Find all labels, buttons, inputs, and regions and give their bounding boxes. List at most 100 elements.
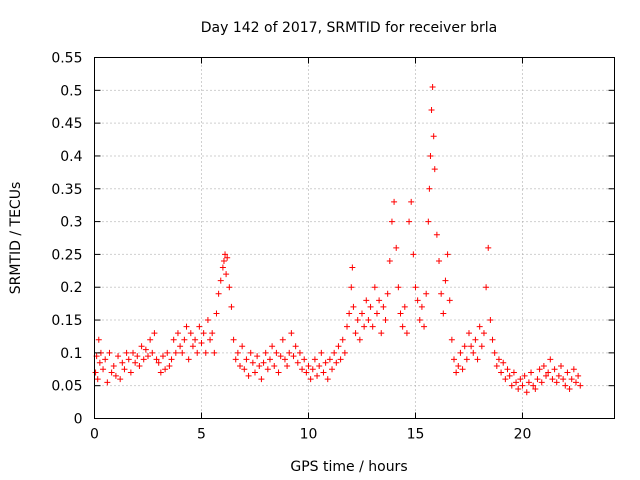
data-point [127,369,134,376]
data-point [95,336,102,343]
data-point [303,369,310,376]
data-point [329,366,336,373]
data-point [399,323,406,330]
data-point [425,218,432,225]
data-point [339,336,346,343]
data-point [403,330,410,337]
data-point [181,336,188,343]
data-point [517,376,524,383]
data-point [463,356,470,363]
data-point [502,376,509,383]
data-point [204,317,211,324]
data-point [102,356,109,363]
data-point [243,356,250,363]
data-point [426,185,433,192]
data-point [262,349,269,356]
x-axis-label: GPS time / hours [290,459,407,475]
data-point [384,290,391,297]
data-point [94,376,101,383]
data-point [476,323,483,330]
chart-title: Day 142 of 2017, SRMTID for receiver brl… [201,20,498,36]
data-point [532,385,539,392]
data-point [459,366,466,373]
data-point [134,353,141,360]
data-point [183,323,190,330]
data-point [572,379,579,386]
data-point [369,323,376,330]
data-point [314,372,321,379]
data-point [222,251,229,258]
data-point [506,372,513,379]
y-tick-label: 0.4 [60,149,82,165]
plot-frame [94,57,615,419]
data-point [211,349,218,356]
data-point [478,343,485,350]
data-point [570,366,577,373]
data-point [189,343,196,350]
data-point [138,343,145,350]
data-point [540,362,547,369]
data-point [200,330,207,337]
data-point [92,369,99,376]
y-tick-label: 0.35 [51,182,82,198]
data-point [485,244,492,251]
data-point [431,166,438,173]
data-point [196,323,203,330]
data-point [254,353,261,360]
data-point [395,284,402,291]
data-point [564,369,571,376]
data-point [187,330,194,337]
data-point [232,356,239,363]
data-point [513,379,520,386]
data-point [249,359,256,366]
data-point [153,356,160,363]
y-tick-label: 0.45 [51,116,82,132]
data-point [228,303,235,310]
data-point [275,369,282,376]
data-point [472,336,479,343]
data-point [151,330,158,337]
data-point [179,349,186,356]
data-point [487,317,494,324]
data-point [166,362,173,369]
data-point [164,349,171,356]
data-point [354,317,361,324]
data-point [277,353,284,360]
data-point [438,290,445,297]
x-tick-label: 20 [514,427,532,443]
data-point [264,366,271,373]
data-point [515,385,522,392]
data-point [547,356,554,363]
data-point [318,349,325,356]
data-point [341,349,348,356]
data-point [448,336,455,343]
data-point [480,330,487,337]
data-point [147,336,154,343]
data-point [577,382,584,389]
axis-ticks: 0 5 10 15 20 0 0.05 0.1 0.15 0.2 0.25 0.3 0.35 0.4 0.4… [51,51,615,443]
data-point [495,356,502,363]
x-tick-label: 10 [300,427,318,443]
data-point [239,343,246,350]
data-point [271,362,278,369]
data-point [367,303,374,310]
data-point [286,349,293,356]
data-point [401,303,408,310]
data-point [172,349,179,356]
data-point [296,349,303,356]
data-point [418,303,425,310]
data-point [207,336,214,343]
data-point [508,382,515,389]
data-point [162,366,169,373]
y-tick-label: 0.5 [60,83,82,99]
data-point [378,330,385,337]
data-point [474,356,481,363]
data-point [117,376,124,383]
x-tick-label: 15 [407,427,425,443]
data-point [433,231,440,238]
data-point [560,376,567,383]
data-point [309,366,316,373]
data-point [500,359,507,366]
data-point [568,376,575,383]
